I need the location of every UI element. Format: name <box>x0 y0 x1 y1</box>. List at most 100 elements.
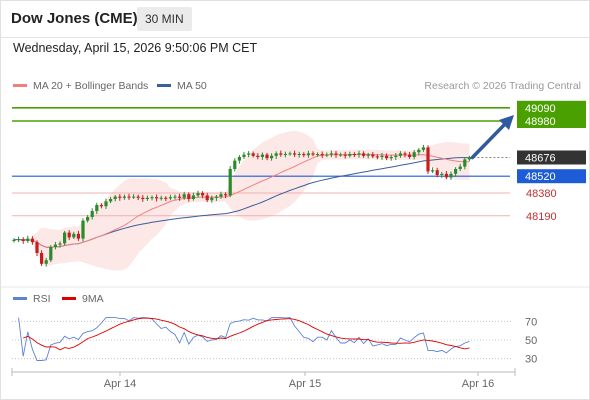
candle-body-16 <box>86 217 90 221</box>
candle-body-7 <box>44 260 48 264</box>
candle-96 <box>454 167 458 177</box>
candle-body-31 <box>155 197 159 199</box>
candle-body-81 <box>385 155 389 159</box>
interval-button[interactable]: 30 MIN <box>137 7 192 31</box>
candle-76 <box>362 151 366 158</box>
candle-body-48 <box>233 160 237 169</box>
candle-38 <box>187 192 191 202</box>
candle-68 <box>325 152 329 158</box>
candle-71 <box>339 152 343 157</box>
candle-body-25 <box>127 196 131 198</box>
candle-body-15 <box>81 220 85 239</box>
candle-body-36 <box>178 196 182 198</box>
x-label-1: Apr 15 <box>289 378 321 390</box>
candle-body-73 <box>348 154 352 156</box>
candle-body-24 <box>122 196 126 198</box>
candle-body-30 <box>150 197 154 199</box>
candle-25 <box>127 193 131 200</box>
candle-body-74 <box>352 154 356 155</box>
candle-67 <box>320 151 324 159</box>
candle-3 <box>26 235 30 243</box>
level-label-48520: 48520 <box>525 171 556 183</box>
forecast-arrow-head <box>499 115 514 130</box>
candle-56 <box>270 153 274 161</box>
candle-body-6 <box>40 253 44 264</box>
candle-22 <box>113 194 117 202</box>
candle-53 <box>256 153 260 160</box>
candle-body-26 <box>132 196 136 198</box>
candle-82 <box>389 155 393 161</box>
candle-9 <box>53 241 57 250</box>
research-credit: Research © 2026 Trading Central <box>424 80 581 92</box>
candle-body-98 <box>463 159 467 167</box>
candle-83 <box>394 153 398 161</box>
candle-16 <box>86 215 90 223</box>
candle-28 <box>141 195 145 202</box>
candle-37 <box>182 191 186 200</box>
candle-1 <box>17 236 21 243</box>
candle-74 <box>352 152 356 157</box>
candle-48 <box>233 158 237 172</box>
candle-86 <box>408 151 412 159</box>
candle-body-40 <box>196 193 200 196</box>
candle-84 <box>398 151 402 158</box>
rsi-ma-legend-label: 9MA <box>82 293 104 305</box>
candle-body-23 <box>118 196 122 198</box>
candle-body-93 <box>440 173 444 175</box>
candle-14 <box>76 230 80 241</box>
candle-body-58 <box>279 153 283 155</box>
candle-body-8 <box>49 247 53 261</box>
level-tag-48676 <box>517 150 586 165</box>
candle-13 <box>72 231 76 240</box>
ma20-swatch <box>13 83 27 87</box>
candles <box>12 144 471 267</box>
candle-85 <box>403 151 407 158</box>
candle-55 <box>265 152 269 161</box>
candle-body-44 <box>214 196 218 198</box>
candle-35 <box>173 194 177 200</box>
legend-ma50-label: MA 50 <box>177 80 207 92</box>
instrument-title: Dow Jones (CME) <box>11 10 138 27</box>
chart-header: Dow Jones (CME) 30 MIN <box>0 0 590 38</box>
candle-54 <box>260 152 264 160</box>
rsi-legend-swatch <box>13 297 27 300</box>
candle-64 <box>306 150 310 158</box>
candle-59 <box>283 151 287 158</box>
candle-body-71 <box>339 154 343 156</box>
candle-33 <box>164 196 168 202</box>
candle-99 <box>467 155 471 162</box>
candle-4 <box>30 236 34 245</box>
candle-body-27 <box>136 196 140 198</box>
candle-41 <box>201 191 205 199</box>
level-tag-48520 <box>517 169 586 184</box>
x-label-2: Apr 16 <box>462 378 494 390</box>
candle-23 <box>118 194 122 201</box>
candle-51 <box>247 151 251 158</box>
rsi-tick-50: 50 <box>525 335 537 347</box>
candle-43 <box>210 195 214 203</box>
rsi-ma-legend-swatch <box>62 297 76 300</box>
level-tag-48980 <box>517 114 586 128</box>
candle-61 <box>293 150 297 157</box>
candle-body-68 <box>325 154 329 156</box>
candle-body-89 <box>421 147 425 150</box>
ma50-swatch <box>157 83 171 87</box>
candle-body-45 <box>219 194 223 197</box>
candle-body-97 <box>458 166 462 169</box>
candle-body-54 <box>260 154 264 157</box>
candle-body-29 <box>145 197 149 199</box>
level-tag-49090 <box>517 100 586 115</box>
candle-body-63 <box>302 154 306 156</box>
candle-body-64 <box>306 153 310 156</box>
candle-body-86 <box>408 154 412 157</box>
candle-body-67 <box>320 154 324 156</box>
candle-body-85 <box>403 153 407 155</box>
candle-57 <box>274 151 278 159</box>
candle-body-38 <box>187 194 191 199</box>
candle-body-17 <box>90 211 94 217</box>
candle-50 <box>242 151 246 160</box>
candle-94 <box>444 171 448 180</box>
rsi-line <box>18 317 470 361</box>
candle-7 <box>44 257 48 267</box>
